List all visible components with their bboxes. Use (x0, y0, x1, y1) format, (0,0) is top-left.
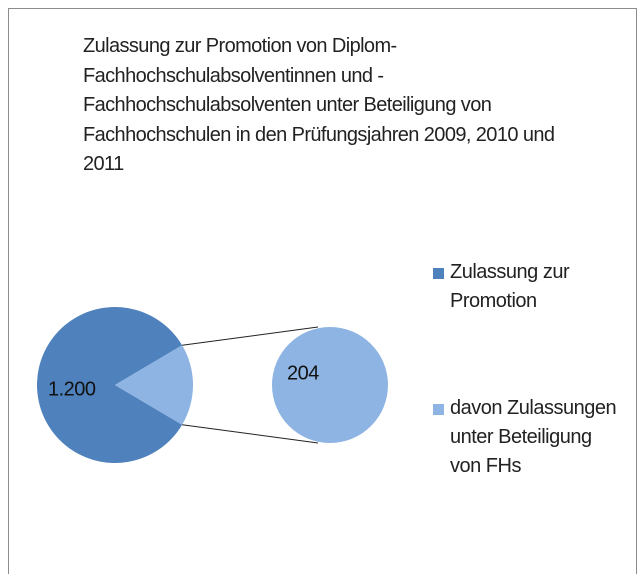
data-label: 204 (287, 362, 319, 384)
connector (182, 326, 319, 346)
frame (8, 8, 637, 574)
legend-label: davon Zulassungen unter Beteiligung von … (450, 397, 617, 477)
connector (182, 424, 319, 444)
data-label: 1.200 (48, 378, 96, 400)
chart-title: Zulassung zur Promotion von Diplom-Fachh… (83, 35, 555, 175)
legend-swatch (433, 268, 444, 279)
legend-swatch (433, 404, 444, 415)
legend-label: Zulassung zur Promotion (450, 261, 570, 312)
secondary-pie (272, 327, 388, 443)
pie-slice (37, 307, 183, 464)
pie-slice (115, 345, 194, 425)
